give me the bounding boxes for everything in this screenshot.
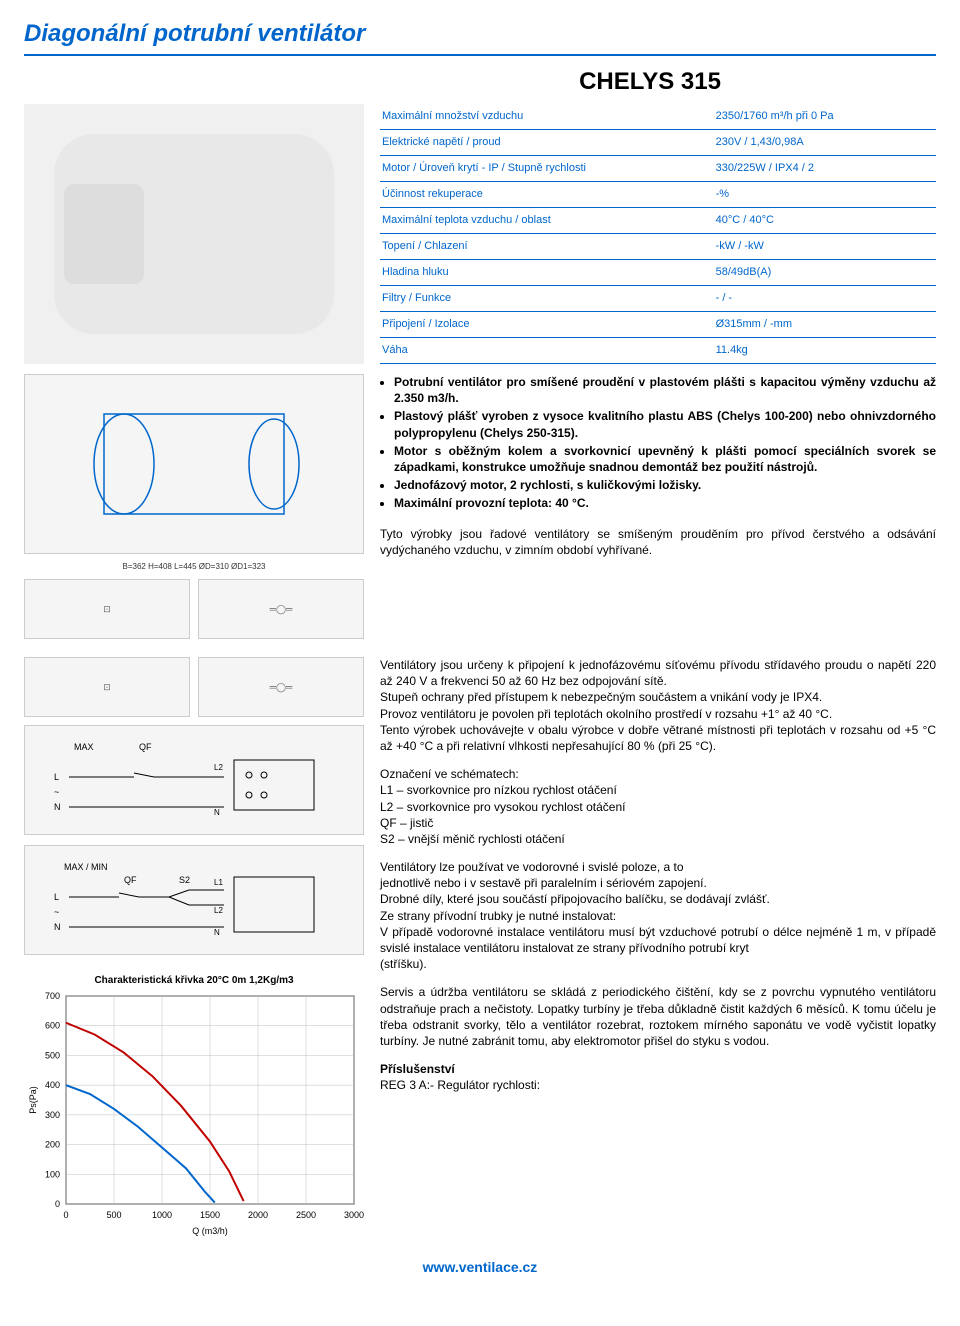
svg-text:MAX / MIN: MAX / MIN bbox=[64, 862, 108, 872]
svg-text:200: 200 bbox=[45, 1140, 60, 1150]
svg-text:L: L bbox=[54, 772, 59, 782]
svg-text:~: ~ bbox=[54, 907, 59, 917]
svg-text:2000: 2000 bbox=[248, 1210, 268, 1220]
svg-text:500: 500 bbox=[45, 1050, 60, 1060]
svg-text:S2: S2 bbox=[179, 875, 190, 885]
divider bbox=[24, 54, 936, 56]
svg-text:QF: QF bbox=[139, 742, 152, 752]
feature-item: Jednofázový motor, 2 rychlosti, s kuličk… bbox=[394, 477, 936, 493]
service-paragraph: Servis a údržba ventilátoru se skládá z … bbox=[380, 984, 936, 1049]
feature-item: Potrubní ventilátor pro smíšené proudění… bbox=[394, 374, 936, 406]
spec-row: Připojení / IzolaceØ315mm / -mm bbox=[380, 311, 936, 337]
svg-text:600: 600 bbox=[45, 1021, 60, 1031]
svg-text:L2: L2 bbox=[214, 906, 223, 915]
product-image bbox=[24, 104, 364, 364]
svg-text:0: 0 bbox=[63, 1210, 68, 1220]
accessory-block: Příslušenství REG 3 A:- Regulátor rychlo… bbox=[380, 1061, 936, 1093]
svg-text:500: 500 bbox=[106, 1210, 121, 1220]
svg-text:QF: QF bbox=[124, 875, 137, 885]
install-diagram-front: ⊡ bbox=[24, 579, 190, 639]
schema-legend: Označení ve schématech: L1 – svorkovnice… bbox=[380, 766, 936, 847]
spec-row: Elektrické napětí / proud230V / 1,43/0,9… bbox=[380, 129, 936, 155]
svg-text:2500: 2500 bbox=[296, 1210, 316, 1220]
svg-text:700: 700 bbox=[45, 991, 60, 1001]
usage-paragraph: Ventilátory jsou určeny k připojení k je… bbox=[380, 657, 936, 754]
chart-title: Charakteristická křivka 20°C 0m 1,2Kg/m3 bbox=[24, 975, 364, 986]
feature-item: Plastový plášť vyroben z vysoce kvalitní… bbox=[394, 408, 936, 440]
svg-text:MAX: MAX bbox=[74, 742, 94, 752]
svg-text:L1: L1 bbox=[214, 878, 223, 887]
spec-row: Maximální množství vzduchu2350/1760 m³/h… bbox=[380, 104, 936, 129]
svg-text:100: 100 bbox=[45, 1169, 60, 1179]
spec-row: Filtry / Funkce- / - bbox=[380, 285, 936, 311]
install-diagram-side: ═◯═ bbox=[198, 579, 364, 639]
svg-text:N: N bbox=[54, 922, 61, 932]
svg-text:N: N bbox=[214, 808, 220, 817]
svg-text:Q (m3/h): Q (m3/h) bbox=[192, 1226, 228, 1236]
svg-text:400: 400 bbox=[45, 1080, 60, 1090]
svg-text:L: L bbox=[54, 892, 59, 902]
install-diagram-side2: ═◯═ bbox=[198, 657, 364, 717]
model-title: CHELYS 315 bbox=[364, 68, 936, 96]
dimension-label: B=362 H=408 L=445 ØD=310 ØD1=323 bbox=[24, 562, 364, 571]
wiring-schema-max: MAX QF L ~ N L2 N bbox=[24, 725, 364, 835]
install-paragraph: Ventilátory lze používat ve vodorovné i … bbox=[380, 859, 936, 972]
spec-row: Váha11.4kg bbox=[380, 337, 936, 363]
spec-row: Motor / Úroveň krytí - IP / Stupně rychl… bbox=[380, 155, 936, 181]
svg-text:Ps(Pa): Ps(Pa) bbox=[28, 1086, 38, 1114]
install-diagram-front2: ⊡ bbox=[24, 657, 190, 717]
feature-list: Potrubní ventilátor pro smíšené proudění… bbox=[380, 374, 936, 512]
spec-table: Maximální množství vzduchu2350/1760 m³/h… bbox=[380, 104, 936, 364]
wiring-schema-maxmin: MAX / MIN QF S2 L ~ N L1 L2 N bbox=[24, 845, 364, 955]
spec-row: Hladina hluku58/49dB(A) bbox=[380, 259, 936, 285]
svg-text:3000: 3000 bbox=[344, 1210, 364, 1220]
feature-item: Motor s oběžným kolem a svorkovnicí upev… bbox=[394, 443, 936, 475]
spec-row: Topení / Chlazení-kW / -kW bbox=[380, 233, 936, 259]
svg-text:300: 300 bbox=[45, 1110, 60, 1120]
page-title: Diagonální potrubní ventilátor bbox=[24, 20, 936, 48]
svg-text:L2: L2 bbox=[214, 763, 223, 772]
spec-row: Účinnost rekuperace-% bbox=[380, 181, 936, 207]
performance-chart: 0 500 1000 1500 2000 2500 3000 100 200 300 400 500 6… bbox=[24, 988, 364, 1238]
feature-item: Maximální provozní teplota: 40 °C. bbox=[394, 495, 936, 511]
spec-row: Maximální teplota vzduchu / oblast40°C /… bbox=[380, 207, 936, 233]
svg-text:~: ~ bbox=[54, 787, 59, 797]
svg-text:N: N bbox=[214, 928, 220, 937]
svg-text:1000: 1000 bbox=[152, 1210, 172, 1220]
svg-text:1500: 1500 bbox=[200, 1210, 220, 1220]
footer-link[interactable]: www.ventilace.cz bbox=[24, 1259, 936, 1275]
svg-text:0: 0 bbox=[55, 1199, 60, 1209]
dimension-diagram bbox=[24, 374, 364, 554]
intro-paragraph: Tyto výrobky jsou řadové ventilátory se … bbox=[380, 526, 936, 558]
svg-text:N: N bbox=[54, 802, 61, 812]
